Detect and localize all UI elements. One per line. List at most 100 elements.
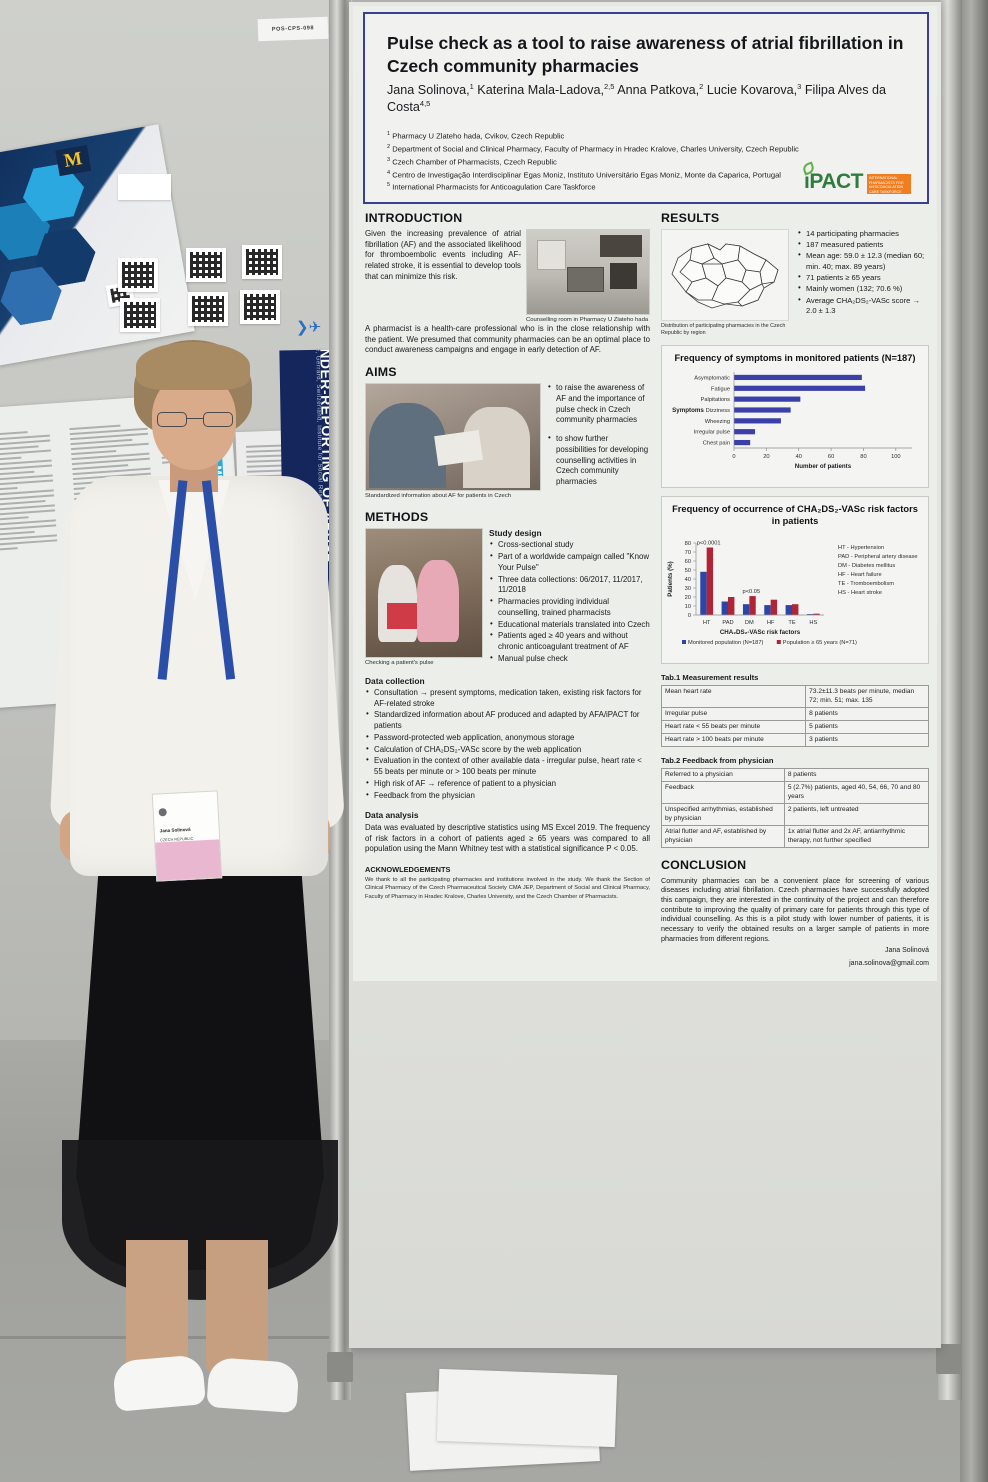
study-design-item: Three data collections: 06/2017, 11/2017… [490,574,650,597]
svg-text:Irregular pulse: Irregular pulse [694,430,730,436]
conclusion-block: CONCLUSION Community pharmacies can be a… [661,857,929,968]
svg-text:100: 100 [891,454,901,460]
affiliation-item: 5 International Pharmacists for Anticoag… [387,182,596,192]
conclusion-heading: CONCLUSION [661,857,747,872]
svg-text:DM - Diabetes mellitus: DM - Diabetes mellitus [838,563,895,569]
table-row: Referred to a physician 8 patients [661,768,930,783]
risk-factors-chart: Frequency of occurrence of CHA₂DS₂-VASc … [661,495,929,664]
conclusion-email: jana.solinova@gmail.com [849,959,929,967]
results-bullet: Mean age: 59.0 ± 12.3 (median 60; min. 4… [798,251,929,272]
qr-code-icon [186,248,226,282]
table-cell: 2 patients, left untreated [783,803,930,827]
acknowledgements-heading: ACKNOWLEDGEMENTS [365,865,451,875]
results-heading: RESULTS [661,211,720,225]
svg-text:80: 80 [685,541,691,547]
leg-right [206,1240,268,1380]
table1-caption: Tab.1 Measurement results [661,672,759,682]
svg-text:TE - Tromboembolism: TE - Tromboembolism [838,581,894,587]
svg-text:80: 80 [860,454,866,460]
booth-foot-left [327,1352,353,1382]
symptoms-chart-title: Frequency of symptoms in monitored patie… [674,352,916,363]
booth-wall-right [960,0,988,1482]
face [152,374,236,470]
main-poster: Pulse check as a tool to raise awareness… [349,2,941,1348]
svg-text:50: 50 [685,568,691,574]
risk-factors-chart-svg: 0 10 20 30 40 50 60 70 80 HT PAD DM HF TE HS p<0.0001 p<… [667,541,918,647]
svg-text:CHA₂DS₂-VASc risk factors: CHA₂DS₂-VASc risk factors [720,629,801,636]
table-cell: Irregular pulse [660,707,807,722]
aims-photo [365,383,541,491]
table-cell: 3 patients [805,733,929,747]
counselling-room-photo [526,228,650,315]
svg-text:DM: DM [745,620,754,626]
table2-caption: Tab.2 Feedback from physician [661,755,774,765]
risk-factors-chart-title: Frequency of occurrence of CHA₂DS₂-VASc … [672,503,918,526]
poster-authors: Jana Solinova,1 Katerina Mala-Ladova,2,5… [387,82,887,115]
ipact-tagline: INTERNATIONAL PHARMACISTS FOR ANTICOAGUL… [867,174,911,194]
affiliation-item: 1 Pharmacy U Zlateho hada, Cvikov, Czech… [387,131,565,141]
table-row: Heart rate < 55 beats per minute 5 patien… [660,720,929,735]
poster-title: Pulse check as a tool to raise awareness… [387,33,904,77]
affiliations-list: 1 Pharmacy U Zlateho hada, Cvikov, Czech… [387,130,905,194]
presenter-figure: Jana Solinová CZECH REPUBLIC [18,340,348,1470]
floor-paper [436,1368,618,1448]
study-design-list: Cross-sectional study Part of a worldwid… [489,539,650,664]
svg-text:Patients (%): Patients (%) [667,561,674,596]
acknowledgements-text: We thank to all the participating pharma… [365,877,650,900]
svg-text:HF - Heart failure: HF - Heart failure [838,572,882,578]
data-collection-item: Calculation of CHA₂DS₂-VASc score by the… [366,744,650,756]
poster-header: Pulse check as a tool to raise awareness… [363,12,929,204]
table-cell: Atrial flutter and AF, established by ph… [661,825,785,848]
svg-text:70: 70 [685,550,691,556]
table-row: Irregular pulse 8 patients [660,707,929,722]
data-collection-item: Password-protected web application, anon… [366,732,650,744]
table-row: Feedback 5 (2.7%) patients, aged 40, 54, … [661,781,930,805]
badge-color-band [155,839,222,881]
svg-text:60: 60 [828,454,834,460]
data-analysis-text: Data was evaluated by descriptive statis… [365,822,650,854]
conclusion-text: Community pharmacies can be a convenient… [661,875,929,943]
data-collection-title: Data collection [365,675,425,686]
svg-text:p<0.0001: p<0.0001 [697,541,721,547]
table-cell: Referred to a physician [661,768,785,783]
qr-code-icon [120,298,160,332]
svg-text:HF: HF [767,620,775,626]
svg-text:HT: HT [703,620,711,626]
shoe-left [111,1354,207,1412]
results-bullet-list: 14 participating pharmacies 187 measured… [797,228,929,334]
symptoms-chart-svg: Asymptomatic Fatigue Palpitations Dizziness… [672,371,912,470]
study-design-item: Cross-sectional study [490,539,650,551]
table-cell: 5 patients [805,720,929,735]
svg-text:TE: TE [788,620,795,626]
svg-text:HT - Hypertension: HT - Hypertension [838,545,884,551]
aims-bullet: to raise the awareness of AF and the imp… [548,382,650,426]
study-design-item: Part of a worldwide campaign called "Kno… [490,551,650,574]
svg-text:Number of patients: Number of patients [795,463,852,470]
ipact-logo: iPACT INTERNATIONAL PHARMACISTS FOR ANTI… [801,161,911,194]
glasses-icon [157,412,233,427]
svg-text:Asymptomatic: Asymptomatic [694,375,730,381]
svg-text:PAD: PAD [722,620,733,626]
qr-code-icon [118,258,158,292]
table-cell: 8 patients [805,707,929,722]
czech-republic-map [661,228,789,321]
study-design-item: Pharmacies providing individual counsell… [490,596,650,619]
data-collection-item: Feedback from the physician [366,790,650,802]
svg-text:30: 30 [685,586,691,592]
acknowledgements-block: ACKNOWLEDGEMENTS We thank to all the par… [365,865,650,901]
table-cell: 8 patients [783,768,930,783]
table-cell: 73.2±11.3 beats per minute, median 72; m… [805,685,929,709]
counselling-room-caption: Counselling room in Pharmacy U Zlateho h… [526,316,649,323]
svg-text:0: 0 [732,454,735,460]
data-collection-item: Standardized information about AF produc… [366,710,650,732]
svg-text:40: 40 [685,577,691,583]
table-cell: Heart rate > 100 beats per minute [660,733,807,747]
right-column: RESULTS [660,210,930,968]
table-cell: Heart rate < 55 beats per minute [660,720,807,735]
table-cell: Unspecified arrhythmias, established by … [661,803,785,827]
svg-text:Monitored population (N=187): Monitored population (N=187) [688,640,764,646]
booth-foot-right [936,1344,962,1374]
measurement-results-table: Mean heart rate 73.2±11.3 beats per minut… [660,685,929,747]
svg-text:20: 20 [685,595,691,601]
